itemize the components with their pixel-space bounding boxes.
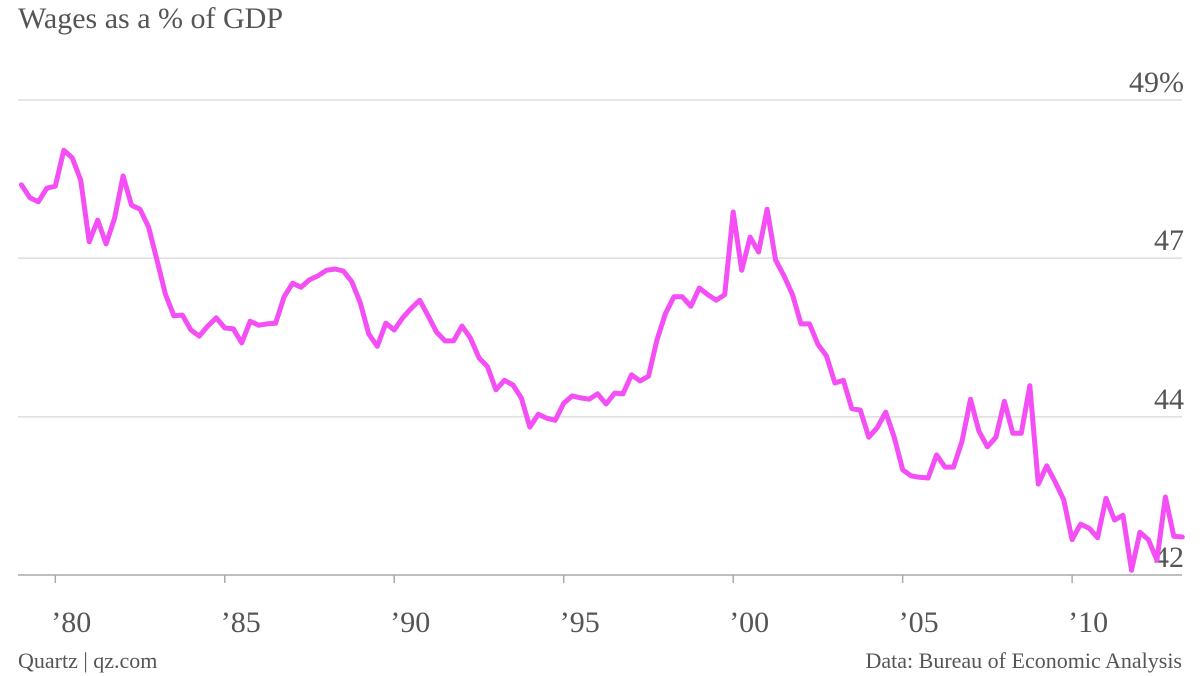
x-tick-label: ’85 [221, 606, 261, 639]
x-tick-label: ’05 [899, 606, 939, 639]
line [18, 147, 1185, 573]
credit: Quartz | qz.com [18, 648, 157, 673]
y-tick-label: 47 [1154, 224, 1184, 257]
x-tick-label: ’00 [729, 606, 769, 639]
y-tick-label: 44 [1154, 383, 1184, 416]
source: Data: Bureau of Economic Analysis [866, 648, 1182, 673]
y-tick-label: 49% [1129, 66, 1184, 99]
x-tick-label: ’10 [1068, 606, 1108, 639]
x-tick-label: ’95 [560, 606, 600, 639]
x-tick-label: ’90 [390, 606, 430, 639]
chart-title: Wages as a % of GDP [18, 2, 283, 35]
x-tick-label: ’80 [51, 606, 91, 639]
